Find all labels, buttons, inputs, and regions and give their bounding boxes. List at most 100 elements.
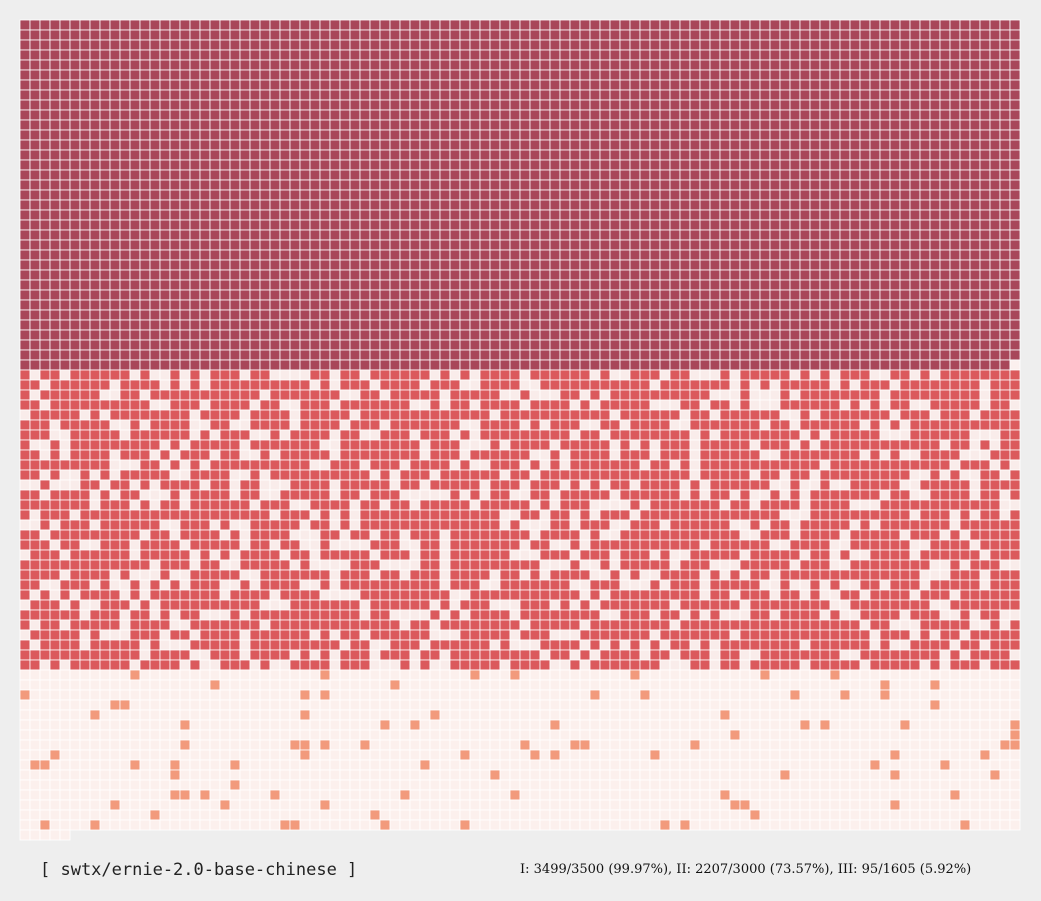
group-i-correct-cell [649,299,661,311]
group-i-correct-cell [169,49,181,61]
group-i-correct-cell [839,149,851,161]
group-ii-correct-cell [759,499,771,511]
group-i-correct-cell [779,59,791,71]
group-i-correct-cell [769,79,781,91]
group-i-correct-cell [739,99,751,111]
group-i-correct-cell [469,159,481,171]
group-i-correct-cell [469,359,481,371]
group-i-correct-cell [109,59,121,71]
group-i-correct-cell [899,19,911,31]
group-i-correct-cell [609,29,621,41]
group-i-correct-cell [69,299,81,311]
group-i-correct-cell [139,329,151,341]
group-i-correct-cell [79,89,91,101]
group-ii-correct-cell [449,479,461,491]
group-ii-incorrect-cell [269,449,281,461]
group-i-correct-cell [399,199,411,211]
group-i-correct-cell [689,69,701,81]
group-ii-correct-cell [809,509,821,521]
group-ii-correct-cell [779,499,791,511]
group-i-correct-cell [169,239,181,251]
group-ii-correct-cell [829,459,841,471]
group-i-correct-cell [589,39,601,51]
group-ii-correct-cell [89,399,101,411]
group-i-correct-cell [809,19,821,31]
group-ii-incorrect-cell [549,439,561,451]
group-i-correct-cell [819,159,831,171]
group-i-correct-cell [479,229,491,241]
group-i-correct-cell [119,189,131,201]
group-i-correct-cell [479,299,491,311]
group-i-correct-cell [839,339,851,351]
group-i-correct-cell [879,299,891,311]
group-i-correct-cell [969,119,981,131]
group-i-correct-cell [159,209,171,221]
group-ii-correct-cell [119,389,131,401]
group-ii-correct-cell [19,419,31,431]
group-i-correct-cell [119,159,131,171]
group-i-correct-cell [629,149,641,161]
group-ii-incorrect-cell [469,499,481,511]
group-i-correct-cell [539,269,551,281]
group-i-correct-cell [179,159,191,171]
group-i-correct-cell [69,149,81,161]
group-i-correct-cell [199,69,211,81]
group-i-correct-cell [739,279,751,291]
group-i-correct-cell [539,309,551,321]
group-i-correct-cell [19,199,31,211]
group-i-correct-cell [579,259,591,271]
group-i-correct-cell [49,129,61,141]
group-i-correct-cell [579,79,591,91]
group-i-correct-cell [739,119,751,131]
group-i-correct-cell [759,289,771,301]
group-i-correct-cell [419,19,431,31]
group-ii-incorrect-cell [29,509,41,521]
group-i-correct-cell [289,189,301,201]
group-ii-correct-cell [1009,419,1021,431]
group-i-correct-cell [999,119,1011,131]
group-i-correct-cell [769,39,781,51]
group-i-correct-cell [449,199,461,211]
group-i-correct-cell [849,69,861,81]
group-ii-correct-cell [159,509,171,521]
group-ii-correct-cell [199,449,211,461]
group-i-correct-cell [269,319,281,331]
group-i-correct-cell [849,59,861,71]
group-i-correct-cell [529,169,541,181]
group-i-correct-cell [939,189,951,201]
group-i-correct-cell [399,129,411,141]
group-ii-correct-cell [769,429,781,441]
group-i-correct-cell [709,269,721,281]
group-ii-correct-cell [769,369,781,381]
group-ii-correct-cell [79,469,91,481]
group-ii-correct-cell [139,409,151,421]
group-i-correct-cell [29,139,41,151]
group-i-correct-cell [919,279,931,291]
group-i-correct-cell [569,259,581,271]
group-i-correct-cell [629,249,641,261]
group-i-correct-cell [609,279,621,291]
group-i-correct-cell [659,49,671,61]
group-i-correct-cell [19,289,31,301]
group-i-correct-cell [929,299,941,311]
group-i-correct-cell [959,159,971,171]
group-i-correct-cell [879,79,891,91]
group-i-correct-cell [159,189,171,201]
group-i-correct-cell [879,89,891,101]
group-ii-correct-cell [809,399,821,411]
group-ii-incorrect-cell [249,399,261,411]
group-i-correct-cell [29,309,41,321]
group-i-correct-cell [799,109,811,121]
group-i-correct-cell [119,19,131,31]
group-ii-incorrect-cell [349,389,361,401]
group-ii-correct-cell [939,479,951,491]
group-i-correct-cell [19,29,31,41]
group-ii-correct-cell [799,399,811,411]
group-i-correct-cell [459,219,471,231]
group-i-correct-cell [69,179,81,191]
group-ii-correct-cell [819,479,831,491]
group-i-incorrect-cell [1009,359,1021,371]
group-ii-correct-cell [309,389,321,401]
group-i-correct-cell [109,309,121,321]
group-ii-correct-cell [119,409,131,421]
